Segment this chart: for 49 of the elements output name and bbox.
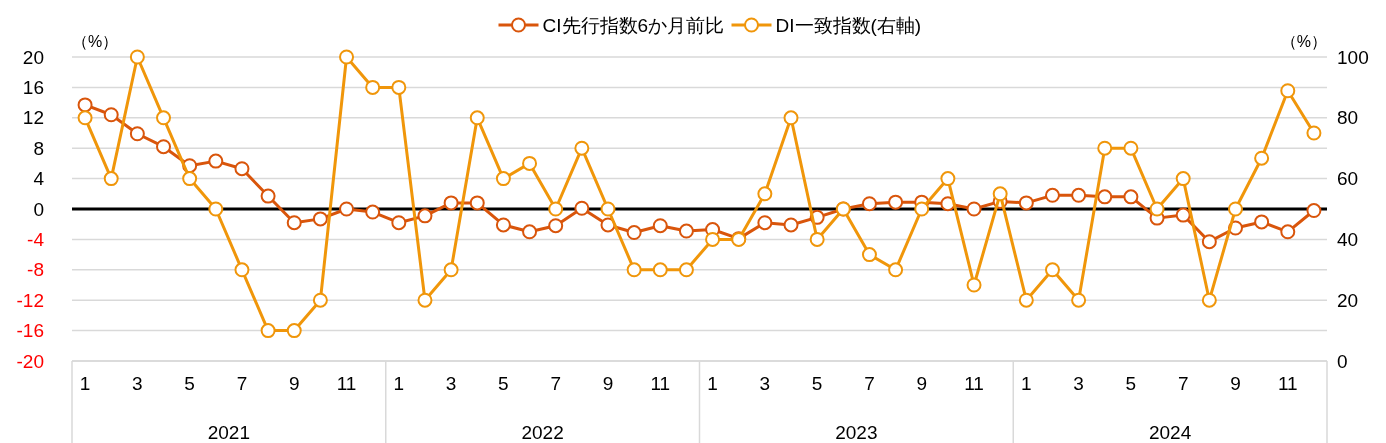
x-tick-label: 3 [1073,373,1084,394]
y-tick-label: 16 [22,77,44,99]
y2-axis-title: （%） [1280,33,1327,50]
legend-label: DI一致指数(右軸) [775,14,922,36]
y-tick-label: 4 [33,168,45,190]
x-tick-label: 5 [1125,373,1137,394]
x-tick-label: 1 [707,373,718,394]
y2-tick-label: 40 [1337,229,1359,251]
x-tick-label: 1 [1021,373,1032,394]
text: 2024 [1148,422,1192,443]
x-tick-label: 11 [1277,373,1298,394]
y2-tick-label: 0 [1337,350,1348,372]
x-tick-label: 7 [1177,373,1189,394]
x-tick-label: 11 [336,373,357,394]
y-tick-label: -4 [27,229,45,251]
x-tick-label: 9 [916,373,928,394]
y-tick-label: -16 [16,320,44,342]
text: 2021 [207,422,251,443]
x-tick-label: 11 [964,373,984,394]
x-tick-label: 9 [1230,373,1241,394]
y-tick-label: 8 [33,137,44,159]
x-tick-label: 1 [393,373,405,394]
legend-label: CI先行指数6か月前比 [542,14,725,36]
x-tick-label: 1 [79,373,91,394]
y2-tick-label: 100 [1337,46,1369,68]
text: 2022 [521,422,564,443]
x-tick-label: 7 [864,373,875,394]
x-tick-label: 11 [650,373,671,394]
y-tick-label: 20 [22,46,44,68]
y2-tick-label: 20 [1337,289,1359,311]
y-axis-title: （%） [72,33,119,50]
x-tick-label: 3 [445,373,457,394]
x-tick-label: 5 [811,373,823,394]
y-tick-label: 12 [22,107,44,129]
y-tick-label: 0 [33,198,44,220]
y-tick-label: -8 [27,259,44,281]
x-tick-label: 7 [236,373,248,394]
y2-tick-label: 80 [1337,107,1359,129]
x-tick-label: 9 [288,373,300,394]
x-tick-label: 5 [498,373,509,394]
text: 2023 [835,422,878,443]
x-tick-label: 7 [550,373,561,394]
y-tick-label: -20 [16,350,44,372]
y2-tick-label: 60 [1337,168,1359,190]
x-tick-label: 3 [132,373,143,394]
x-tick-label: 9 [602,373,614,394]
y-tick-label: -12 [16,289,44,311]
x-tick-label: 5 [184,373,195,394]
x-tick-label: 3 [759,373,771,394]
